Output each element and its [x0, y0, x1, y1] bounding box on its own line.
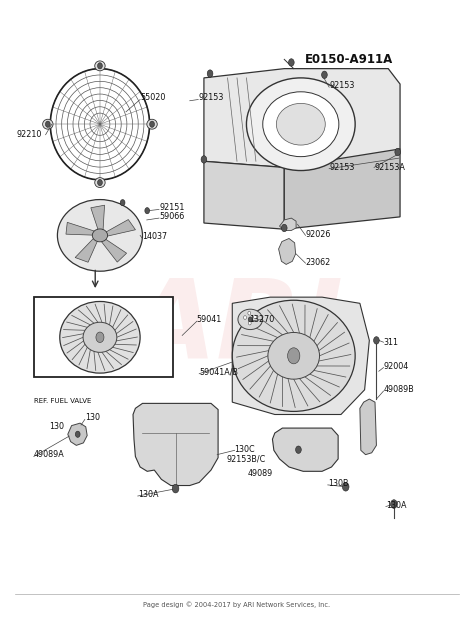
Text: 311: 311	[383, 338, 399, 347]
Circle shape	[289, 59, 294, 66]
Circle shape	[296, 446, 301, 453]
Text: Page design © 2004-2017 by ARI Network Services, Inc.: Page design © 2004-2017 by ARI Network S…	[144, 602, 330, 608]
Circle shape	[244, 316, 246, 319]
Text: 92151: 92151	[159, 203, 184, 212]
Text: 49089B: 49089B	[383, 385, 414, 394]
Circle shape	[207, 70, 213, 77]
Polygon shape	[284, 149, 400, 229]
Circle shape	[46, 121, 50, 128]
Text: 130C: 130C	[235, 444, 255, 454]
Ellipse shape	[147, 119, 157, 129]
Circle shape	[201, 156, 207, 163]
Text: 23062: 23062	[306, 258, 331, 267]
Circle shape	[98, 180, 102, 186]
Text: 92210: 92210	[17, 130, 42, 139]
Ellipse shape	[60, 301, 140, 373]
Text: 92153B/C: 92153B/C	[227, 454, 266, 464]
Circle shape	[342, 482, 349, 491]
Ellipse shape	[268, 332, 319, 379]
Ellipse shape	[263, 92, 339, 157]
Circle shape	[288, 348, 300, 364]
Circle shape	[254, 315, 256, 319]
Text: 59041A/B: 59041A/B	[199, 368, 238, 377]
Text: 92004: 92004	[383, 362, 409, 371]
Text: 130A: 130A	[386, 501, 406, 510]
Polygon shape	[100, 235, 127, 262]
Ellipse shape	[232, 300, 355, 412]
Circle shape	[248, 321, 251, 325]
Circle shape	[248, 317, 252, 322]
Text: E0150-A911A: E0150-A911A	[305, 53, 393, 66]
Circle shape	[120, 199, 125, 206]
Polygon shape	[133, 404, 218, 485]
Text: 130A: 130A	[138, 490, 158, 500]
Polygon shape	[68, 423, 87, 446]
Text: 92153A: 92153A	[374, 163, 405, 172]
Text: 92026: 92026	[306, 230, 331, 239]
Circle shape	[395, 149, 401, 156]
Ellipse shape	[246, 78, 355, 171]
Polygon shape	[280, 218, 296, 230]
Polygon shape	[279, 238, 296, 264]
Circle shape	[75, 431, 80, 438]
Circle shape	[96, 332, 104, 342]
Text: 92153: 92153	[329, 82, 355, 90]
Polygon shape	[204, 69, 400, 168]
Polygon shape	[75, 235, 100, 262]
Text: ARI: ARI	[130, 275, 344, 381]
Text: 92153: 92153	[198, 93, 224, 102]
Ellipse shape	[95, 61, 105, 71]
Ellipse shape	[83, 322, 117, 352]
Circle shape	[248, 311, 251, 315]
Bar	[34, 297, 173, 378]
Text: 13270: 13270	[249, 315, 274, 324]
Circle shape	[282, 224, 287, 232]
Ellipse shape	[276, 103, 325, 145]
Text: 14037: 14037	[143, 232, 168, 241]
Polygon shape	[91, 205, 105, 235]
Circle shape	[321, 71, 327, 79]
Polygon shape	[66, 222, 100, 235]
Circle shape	[374, 337, 379, 344]
Polygon shape	[273, 428, 338, 471]
Ellipse shape	[43, 119, 53, 129]
Text: 49089: 49089	[247, 469, 273, 478]
Text: 55020: 55020	[140, 93, 165, 102]
Circle shape	[391, 500, 397, 508]
Text: 130B: 130B	[328, 479, 348, 488]
Text: 59066: 59066	[159, 212, 184, 221]
Circle shape	[150, 121, 155, 128]
Text: 49089A: 49089A	[34, 450, 64, 459]
Polygon shape	[232, 297, 369, 415]
Circle shape	[98, 63, 102, 69]
Ellipse shape	[95, 178, 105, 188]
Polygon shape	[204, 162, 284, 229]
Text: 92153: 92153	[329, 163, 355, 172]
Text: 130: 130	[85, 413, 100, 422]
Polygon shape	[360, 399, 376, 454]
Ellipse shape	[238, 310, 263, 329]
Circle shape	[172, 484, 179, 493]
Text: 130: 130	[49, 422, 64, 431]
Ellipse shape	[92, 229, 108, 242]
Text: 59041: 59041	[197, 315, 222, 324]
Circle shape	[145, 207, 150, 214]
Polygon shape	[100, 220, 136, 236]
Ellipse shape	[57, 199, 143, 271]
Text: REF. FUEL VALVE: REF. FUEL VALVE	[34, 398, 91, 404]
